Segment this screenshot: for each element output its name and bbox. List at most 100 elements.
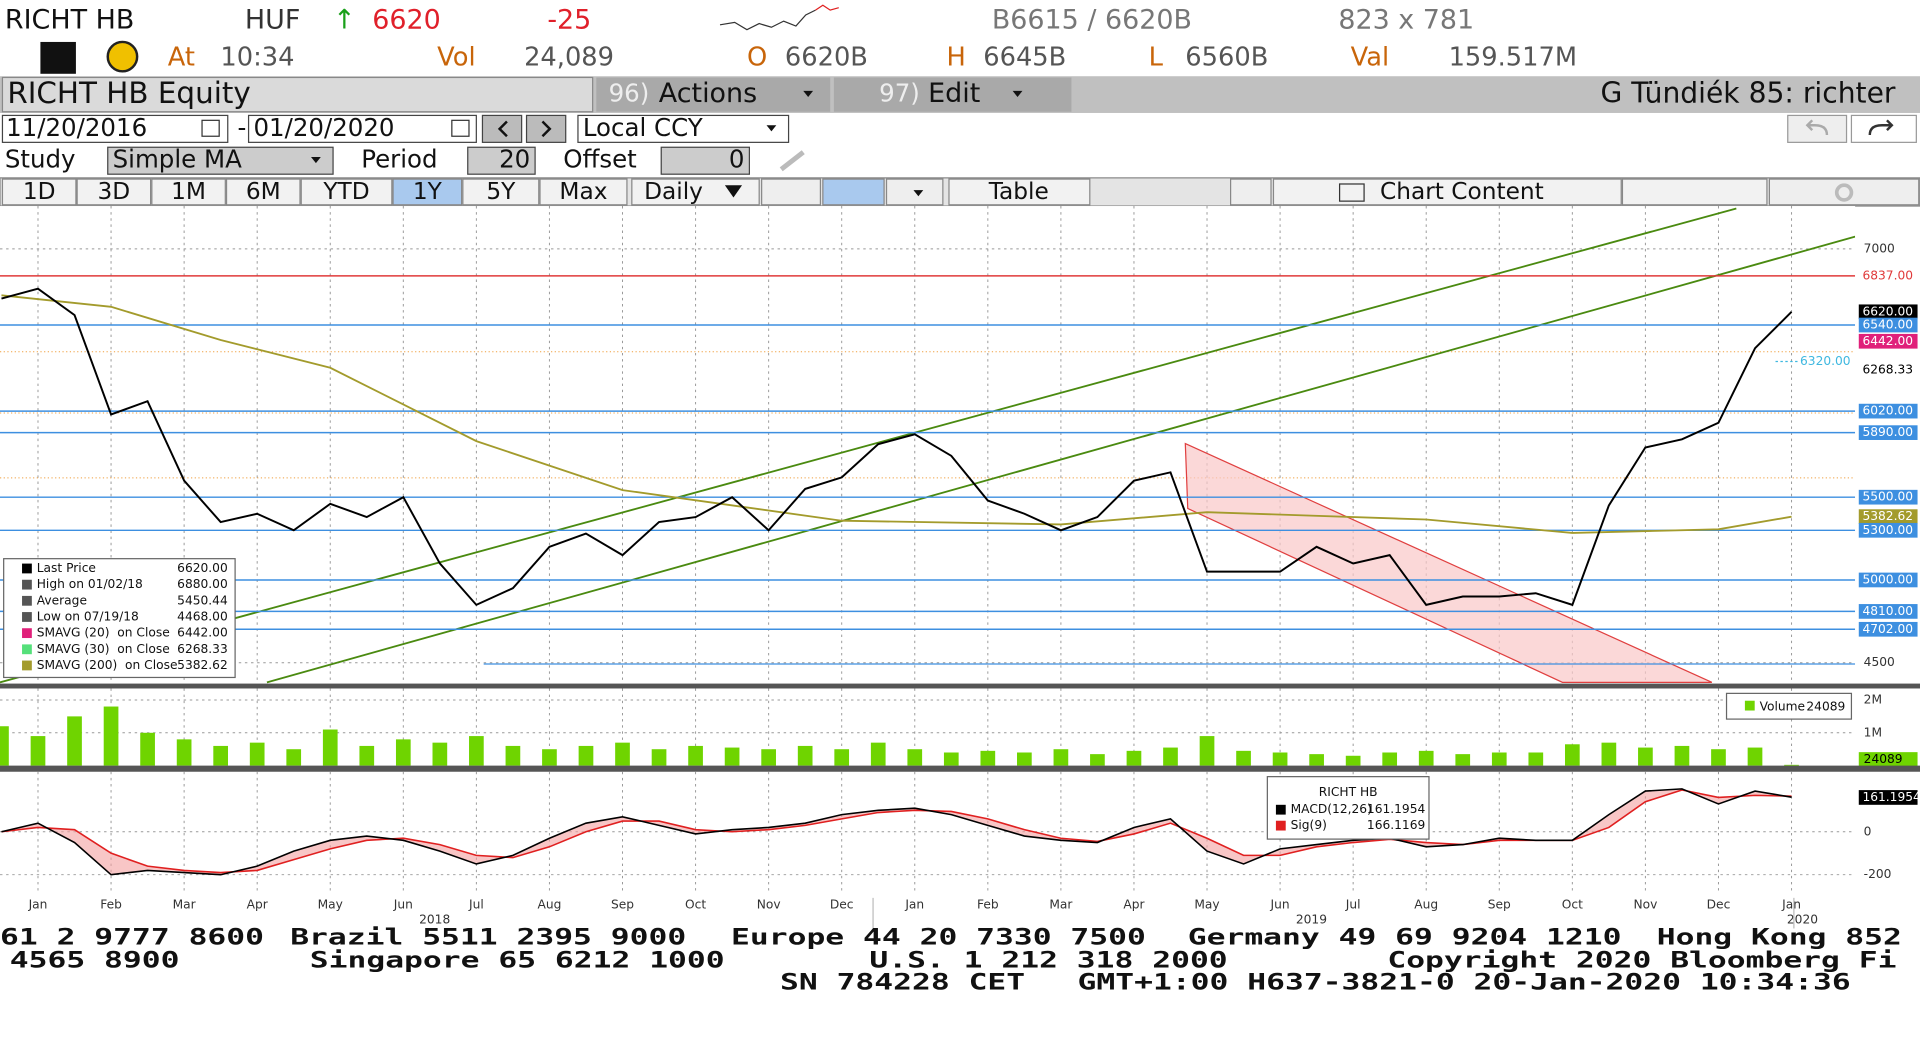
actions[interactable]: Actions <box>659 78 757 109</box>
tab[interactable] <box>300 178 393 206</box>
tab-label[interactable]: 5Y <box>486 178 516 205</box>
volume-bar <box>615 742 630 766</box>
edit[interactable]: Edit <box>928 78 980 109</box>
legend-title: RICHT HB <box>1319 785 1378 799</box>
volume-bar <box>0 726 9 766</box>
tab[interactable] <box>539 178 628 206</box>
settings-button[interactable] <box>1621 178 1768 206</box>
menu-icon[interactable] <box>40 41 76 74</box>
level-label: 6620.00 <box>1862 304 1913 318</box>
volume-bar <box>542 749 557 766</box>
quote-label: H <box>947 42 966 72</box>
quote-value: 159.517M <box>1449 42 1577 72</box>
x-tick-label: May <box>1194 898 1219 912</box>
x-tick-label: Nov <box>1633 898 1657 912</box>
sparkline <box>719 9 816 31</box>
edit-button[interactable] <box>833 77 1072 112</box>
currency-mode[interactable]: Local CCY <box>583 113 703 142</box>
legend-label: Last Price <box>37 561 96 575</box>
legend-label: Low on 07/19/18 <box>37 609 139 623</box>
y-tick-label: -200 <box>1864 867 1892 881</box>
line-style-button[interactable] <box>761 178 822 206</box>
volume-bar <box>1601 742 1617 766</box>
period-field[interactable] <box>467 146 536 175</box>
footer-text: Singapore 65 6212 1000 <box>310 949 725 974</box>
tab-label[interactable]: 1M <box>171 178 206 205</box>
frequency-select[interactable] <box>631 178 760 206</box>
footer-text: 61 2 9777 8600 <box>0 925 264 950</box>
period[interactable]: 20 <box>499 145 530 174</box>
quote-label: Val <box>1351 42 1389 72</box>
next-button[interactable] <box>525 114 567 143</box>
legend-swatch <box>1744 700 1755 711</box>
frequency[interactable]: Daily <box>644 178 703 205</box>
size: 823 x 781 <box>1338 5 1474 36</box>
undo-button[interactable] <box>1787 114 1848 143</box>
tab[interactable] <box>1 178 77 206</box>
level-label: 4702.00 <box>1862 622 1913 636</box>
tab[interactable] <box>76 178 152 206</box>
table-button[interactable] <box>948 178 1091 206</box>
table[interactable]: Table <box>988 178 1049 205</box>
quote-value: 6560B <box>1185 42 1268 72</box>
volume-bar <box>395 739 411 766</box>
tab[interactable] <box>392 178 463 206</box>
volume-bar <box>761 749 776 766</box>
study[interactable]: Simple MA <box>113 145 242 174</box>
calendar-icon[interactable] <box>201 119 220 137</box>
channel <box>1184 442 1713 683</box>
tab[interactable] <box>462 178 540 206</box>
tab-label[interactable]: Max <box>559 178 607 205</box>
dropdown-arrow <box>311 157 321 164</box>
trend-line <box>266 235 1856 684</box>
date-field[interactable] <box>247 114 477 143</box>
quote-value: 6645B <box>983 42 1066 72</box>
series-line <box>1 294 1792 534</box>
actions-button[interactable] <box>596 77 831 112</box>
tab-label[interactable]: 6M <box>246 178 281 205</box>
level-tag <box>1858 362 1918 378</box>
chart-content-button[interactable] <box>1272 178 1622 206</box>
tab[interactable] <box>225 178 301 206</box>
tab[interactable] <box>151 178 226 206</box>
style-dropdown[interactable] <box>885 178 944 206</box>
offset[interactable]: 0 <box>729 145 745 174</box>
tab-label[interactable]: 3D <box>98 178 131 205</box>
study-select[interactable] <box>107 146 334 175</box>
footer-text: Europe 44 20 7330 7500 <box>731 925 1146 950</box>
level-label: 6442.00 <box>1862 334 1913 348</box>
series-line <box>1 789 1792 874</box>
volume-bar <box>1053 749 1069 766</box>
tab-label[interactable]: 1D <box>23 178 56 205</box>
legend-value: 6442.00 <box>177 626 228 640</box>
calendar-icon[interactable] <box>451 119 470 137</box>
collapse-button[interactable] <box>1230 178 1272 206</box>
end-date[interactable]: 01/20/2020 <box>253 113 394 142</box>
volume-bar <box>1236 750 1251 766</box>
legend-swatch <box>22 644 32 655</box>
volume-bar <box>724 747 740 766</box>
offset-field[interactable] <box>660 146 750 175</box>
redo-button[interactable] <box>1850 114 1917 143</box>
series-line <box>1 287 1793 607</box>
currency-select[interactable] <box>577 114 790 143</box>
chart-content[interactable]: Chart Content <box>1380 178 1544 205</box>
start-date[interactable]: 11/20/2016 <box>6 113 147 142</box>
x-tick-label: Dec <box>830 898 854 912</box>
gauge-icon[interactable] <box>106 40 139 73</box>
chart-content-icon <box>1338 183 1365 202</box>
date-field[interactable] <box>1 114 229 143</box>
panel-divider <box>0 765 1920 772</box>
legend-swatch <box>22 628 32 639</box>
tab-label[interactable]: YTD <box>322 178 369 205</box>
x-tick-label: Jan <box>1781 898 1801 912</box>
dropdown-arrow <box>724 185 743 198</box>
x-tick-label: Oct <box>1562 898 1583 912</box>
prev-button[interactable] <box>481 114 523 143</box>
x-tick-label: Jul <box>1345 898 1361 912</box>
volume-bar <box>1638 747 1653 766</box>
bar-style-button[interactable] <box>822 178 885 206</box>
menu-number: 97) <box>879 79 920 108</box>
tab-label[interactable]: 1Y <box>413 178 443 205</box>
